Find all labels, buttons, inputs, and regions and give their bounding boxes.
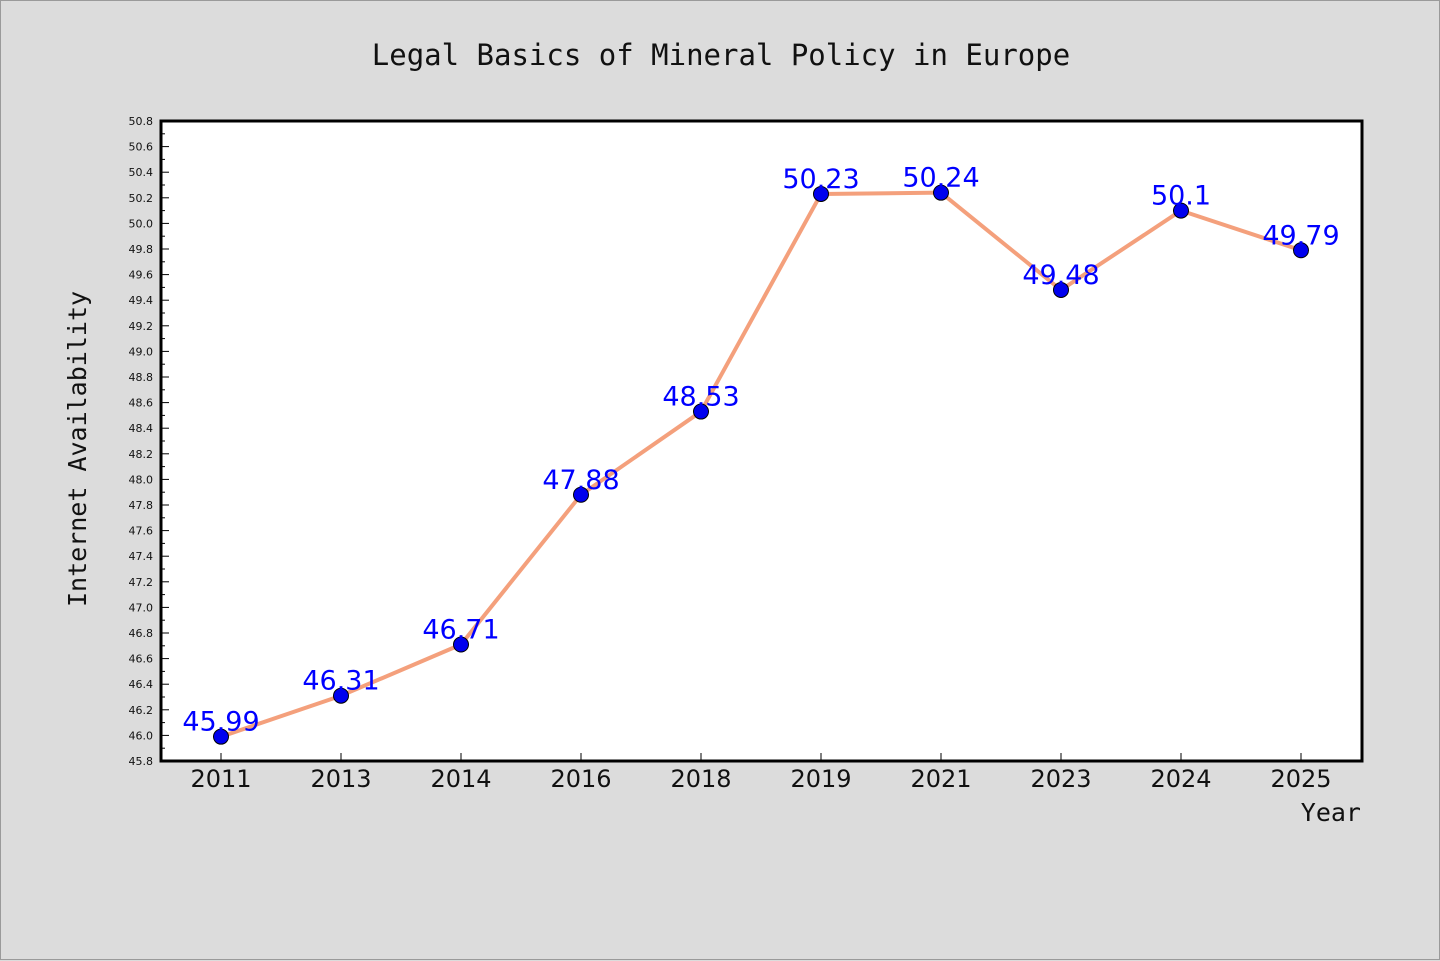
y-tick-label: 50.6 [129, 141, 154, 154]
y-tick-label: 45.8 [129, 755, 154, 768]
y-tick-label: 50.2 [129, 192, 154, 205]
data-point-marker [813, 185, 829, 202]
x-tick-label: 2021 [910, 765, 971, 793]
plot-area [159, 119, 1364, 763]
y-tick-label: 47.2 [129, 576, 154, 589]
y-tick-label: 50.4 [129, 166, 154, 179]
data-point-marker [933, 184, 949, 201]
x-tick-label: 2018 [670, 765, 731, 793]
y-tick-label: 46.4 [129, 678, 154, 691]
x-tick-label: 2011 [190, 765, 251, 793]
y-tick-label: 49.6 [129, 269, 154, 282]
y-tick-label: 47.0 [129, 601, 154, 614]
y-tick-label: 47.4 [129, 550, 154, 563]
x-tick-label: 2016 [550, 765, 611, 793]
x-tick-label: 2014 [430, 765, 491, 793]
x-tick-label: 2013 [310, 765, 371, 793]
y-tick-label: 46.6 [129, 653, 154, 666]
data-point-marker [333, 687, 349, 704]
data-label: 46.31 [302, 666, 379, 697]
y-tick-label: 49.8 [129, 243, 154, 256]
y-tick-label: 47.8 [129, 499, 154, 512]
data-label: 49.79 [1262, 220, 1339, 251]
data-label: 49.48 [1022, 260, 1099, 291]
y-tick-label: 46.2 [129, 704, 154, 717]
y-tick-label: 48.6 [129, 397, 154, 410]
data-point-marker [693, 403, 709, 420]
marker-group [213, 184, 1309, 745]
data-label: 48.53 [662, 382, 739, 413]
data-label: 46.71 [422, 615, 499, 646]
data-point-marker [1173, 202, 1189, 219]
x-axis: 2011 2013 2014 2016 2018 2019 2021 2023 2024 2025 [190, 753, 1332, 793]
y-axis-title: Internet Availability [63, 291, 92, 607]
x-tick-label: 2025 [1270, 765, 1331, 793]
data-point-marker [453, 636, 469, 653]
x-tick-label: 2023 [1030, 765, 1091, 793]
series-line [220, 190, 1302, 739]
data-point-marker [573, 486, 589, 503]
series-line-group [220, 190, 1302, 739]
chart-title: Legal Basics of Mineral Policy in Europe [372, 38, 1070, 72]
y-tick-label: 49.2 [129, 320, 154, 333]
y-tick-label: 48.4 [129, 422, 154, 435]
y-tick-label: 49.0 [129, 345, 154, 358]
y-tick-label: 48.0 [129, 473, 154, 486]
y-tick-label: 46.8 [129, 627, 154, 640]
data-label: 45.99 [182, 707, 259, 738]
y-tick-label: 48.2 [129, 448, 154, 461]
y-tick-label: 47.6 [129, 525, 154, 538]
data-point-marker [213, 728, 229, 745]
data-label: 50.24 [902, 163, 979, 194]
y-tick-label: 48.8 [129, 371, 154, 384]
data-point-marker [1293, 242, 1309, 259]
y-tick-label: 50.8 [129, 115, 154, 128]
x-axis-title: Year [1301, 798, 1361, 827]
y-tick-label: 50.0 [129, 217, 154, 230]
data-label-group: 45.99 46.31 46.71 47.88 48.53 50.23 50.24 49.48… [182, 163, 1339, 738]
y-tick-label: 49.4 [129, 294, 154, 307]
y-tick-label: 46.0 [129, 729, 154, 742]
data-label: 50.1 [1151, 181, 1211, 212]
x-tick-label: 2019 [790, 765, 851, 793]
data-label: 50.23 [782, 164, 859, 195]
y-axis: 45.8 46.0 46.2 46.4 46.6 46.8 47.0 47.2 47.4 47.6… [129, 115, 169, 768]
data-label: 47.88 [542, 465, 619, 496]
x-tick-label: 2024 [1150, 765, 1211, 793]
data-point-marker [1053, 281, 1069, 298]
